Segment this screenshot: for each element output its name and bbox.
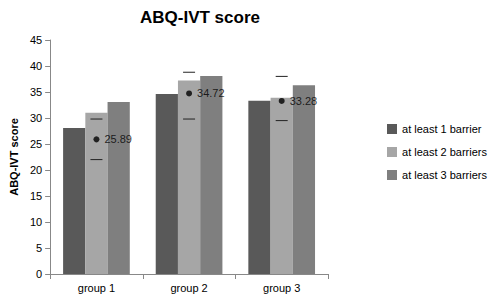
svg-text:10: 10: [30, 216, 42, 228]
svg-text:at least 2 barriers: at least 2 barriers: [402, 146, 487, 158]
svg-text:35: 35: [30, 86, 42, 98]
svg-text:group 1: group 1: [78, 282, 115, 294]
svg-text:15: 15: [30, 190, 42, 202]
svg-text:30: 30: [30, 112, 42, 124]
svg-text:20: 20: [30, 164, 42, 176]
svg-text:group 2: group 2: [170, 282, 207, 294]
svg-text:25.89: 25.89: [104, 133, 132, 145]
svg-text:at least 3 barriers: at least 3 barriers: [402, 169, 487, 181]
svg-text:group 3: group 3: [263, 282, 300, 294]
svg-text:0: 0: [36, 268, 42, 280]
svg-text:at least 1 barrier: at least 1 barrier: [402, 123, 482, 135]
svg-text:5: 5: [36, 242, 42, 254]
svg-text:ABQ-IVT score: ABQ-IVT score: [140, 8, 260, 27]
svg-text:45: 45: [30, 34, 42, 46]
svg-text:ABQ-IVT score: ABQ-IVT score: [8, 118, 20, 196]
svg-text:40: 40: [30, 60, 42, 72]
svg-text:33.28: 33.28: [290, 95, 318, 107]
svg-text:25: 25: [30, 138, 42, 150]
svg-text:34.72: 34.72: [197, 87, 225, 99]
